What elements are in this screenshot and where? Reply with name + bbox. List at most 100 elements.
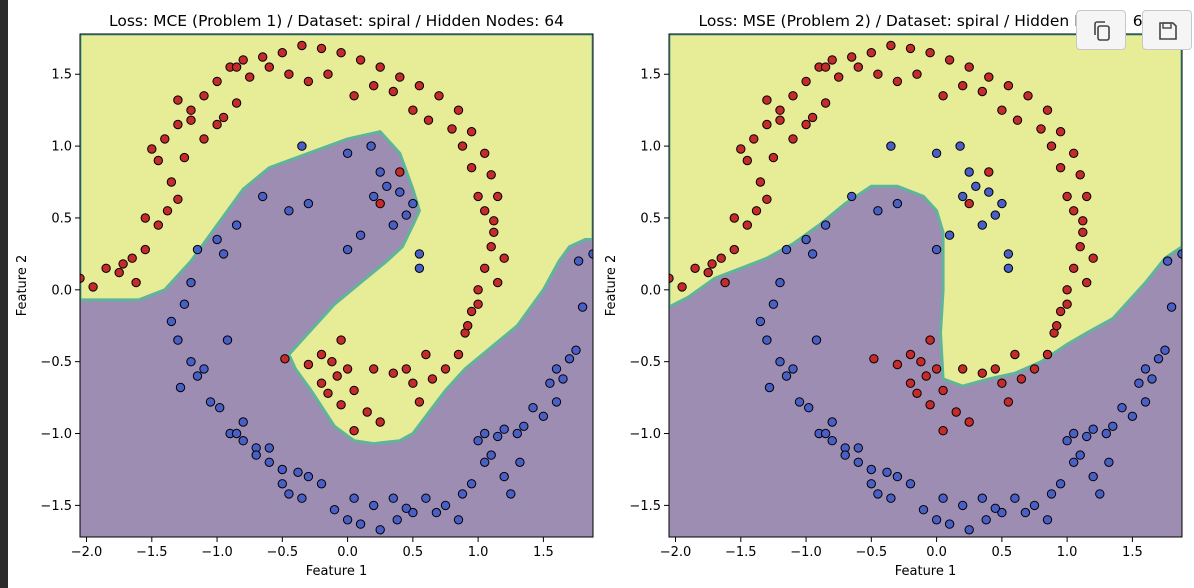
point-class1: [729, 244, 739, 255]
axes-frame: [668, 33, 1183, 538]
y-tick-label: 1.5: [51, 68, 72, 83]
x-tick-label: −1.0: [790, 545, 822, 560]
x-tick-label: −1.0: [201, 545, 233, 560]
point-class1: [921, 371, 931, 381]
point-class0: [1134, 378, 1144, 388]
point-class1: [336, 400, 346, 410]
point-class0: [499, 471, 509, 482]
point-class0: [866, 464, 876, 475]
point-class0: [519, 421, 529, 431]
point-class0: [918, 505, 929, 515]
point-class1: [162, 206, 173, 216]
point-class1: [489, 216, 499, 226]
x-tick-label: −2.0: [71, 545, 103, 560]
point-class0: [964, 525, 974, 535]
point-class0: [173, 335, 183, 345]
point-class0: [515, 457, 525, 467]
point-class0: [538, 411, 549, 421]
point-class1: [414, 81, 425, 91]
point-class1: [1055, 306, 1066, 317]
point-class0: [977, 493, 987, 503]
point-class1: [1075, 170, 1085, 180]
x-tick-label: −0.5: [856, 545, 888, 560]
point-class1: [486, 170, 496, 180]
point-class1: [473, 285, 483, 295]
point-class1: [212, 119, 222, 130]
point-class0: [573, 256, 584, 266]
y-tick-label: 1.5: [640, 68, 661, 83]
copy-button[interactable]: [1076, 10, 1126, 50]
point-class0: [493, 431, 503, 442]
x-tick-label: 1.5: [1122, 545, 1143, 560]
point-class1: [323, 388, 333, 398]
point-class0: [1153, 354, 1164, 364]
point-class0: [1062, 436, 1072, 446]
point-class0: [466, 479, 477, 489]
point-class1: [1029, 364, 1040, 374]
x-tick-label: −1.5: [136, 545, 168, 560]
y-axis-label: Feature 2: [15, 255, 30, 317]
point-class1: [866, 48, 876, 58]
point-class1: [997, 105, 1007, 115]
point-class0: [804, 403, 814, 413]
plot-mce: −2.0 −1.5 −1.0 −0.5 0.0 0.5 1.0 1.5 −1.5 −1.0 −0.5…: [15, 12, 594, 579]
point-class0: [277, 479, 287, 489]
point-class0: [1069, 457, 1079, 467]
point-class1: [938, 91, 948, 101]
point-class1: [336, 48, 346, 58]
y-tick-label: −1.0: [40, 427, 72, 442]
point-class0: [408, 507, 418, 518]
y-tick-label: −0.5: [40, 355, 72, 370]
point-class0: [944, 519, 955, 529]
point-class1: [199, 134, 209, 144]
point-class1: [1069, 148, 1079, 159]
point-class1: [762, 194, 772, 205]
save-button[interactable]: [1142, 10, 1192, 50]
point-class1: [349, 385, 359, 396]
point-class0: [179, 299, 190, 309]
point-class1: [1016, 374, 1027, 384]
point-class0: [408, 198, 418, 209]
point-class0: [847, 191, 857, 202]
point-class0: [382, 181, 392, 192]
point-class1: [463, 321, 473, 331]
point-class1: [440, 364, 451, 374]
x-tick-label: 0.0: [337, 545, 358, 560]
chart-title: Loss: MCE (Problem 1) / Dataset: spiral …: [109, 12, 564, 30]
point-class0: [931, 515, 942, 525]
point-class0: [944, 230, 955, 240]
point-class1: [951, 407, 961, 417]
point-class0: [264, 443, 274, 453]
point-class0: [284, 489, 294, 499]
point-class1: [160, 134, 170, 144]
point-class1: [1042, 349, 1053, 360]
point-class0: [794, 397, 805, 407]
point-class0: [499, 424, 509, 434]
point-class0: [892, 471, 903, 482]
point-class1: [912, 69, 922, 79]
point-class1: [408, 378, 418, 388]
point-class0: [355, 230, 366, 240]
point-class0: [873, 489, 883, 499]
point-class1: [423, 115, 434, 125]
x-tick-label: 0.5: [992, 545, 1013, 560]
point-class0: [1003, 263, 1014, 273]
point-class1: [375, 417, 385, 427]
point-class0: [1003, 249, 1014, 259]
point-class1: [153, 220, 164, 230]
x-tick-label: −1.5: [725, 545, 757, 560]
point-class0: [1162, 256, 1173, 266]
point-class1: [1078, 216, 1088, 226]
point-class1: [820, 98, 831, 108]
point-class1: [984, 72, 994, 82]
point-class1: [303, 76, 314, 87]
region-class1: [80, 34, 593, 446]
point-class0: [1108, 421, 1118, 431]
point-class0: [762, 335, 772, 345]
point-class0: [528, 403, 538, 413]
point-class0: [958, 500, 968, 511]
x-tick-label: 0.0: [926, 545, 947, 560]
point-class1: [905, 349, 916, 360]
point-class0: [1160, 345, 1170, 355]
y-tick-label: 0.0: [51, 283, 72, 298]
